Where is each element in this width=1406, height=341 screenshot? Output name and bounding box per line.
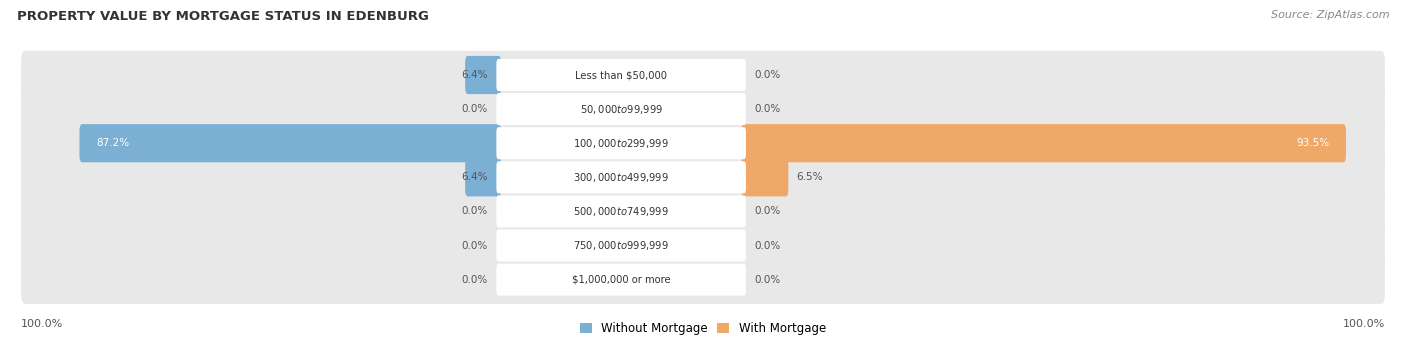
FancyBboxPatch shape [496, 93, 747, 125]
FancyBboxPatch shape [80, 124, 501, 162]
FancyBboxPatch shape [465, 56, 501, 94]
FancyBboxPatch shape [21, 187, 1385, 236]
Text: 6.4%: 6.4% [461, 172, 488, 182]
FancyBboxPatch shape [496, 59, 747, 91]
Text: 0.0%: 0.0% [461, 206, 488, 217]
Text: 93.5%: 93.5% [1296, 138, 1330, 148]
Text: 6.4%: 6.4% [461, 70, 488, 80]
FancyBboxPatch shape [496, 161, 747, 193]
Text: $50,000 to $99,999: $50,000 to $99,999 [579, 103, 662, 116]
Text: Less than $50,000: Less than $50,000 [575, 70, 668, 80]
Text: 100.0%: 100.0% [21, 319, 63, 329]
FancyBboxPatch shape [21, 221, 1385, 270]
Text: PROPERTY VALUE BY MORTGAGE STATUS IN EDENBURG: PROPERTY VALUE BY MORTGAGE STATUS IN EDE… [17, 10, 429, 23]
FancyBboxPatch shape [496, 264, 747, 296]
FancyBboxPatch shape [496, 195, 747, 227]
Legend: Without Mortgage, With Mortgage: Without Mortgage, With Mortgage [581, 322, 825, 335]
Text: 100.0%: 100.0% [1343, 319, 1385, 329]
Text: $300,000 to $499,999: $300,000 to $499,999 [574, 171, 669, 184]
Text: 0.0%: 0.0% [755, 104, 782, 114]
FancyBboxPatch shape [21, 255, 1385, 304]
Text: $750,000 to $999,999: $750,000 to $999,999 [574, 239, 669, 252]
Text: $100,000 to $299,999: $100,000 to $299,999 [574, 137, 669, 150]
Text: 0.0%: 0.0% [461, 240, 488, 251]
FancyBboxPatch shape [741, 158, 789, 196]
FancyBboxPatch shape [741, 124, 1346, 162]
Text: 87.2%: 87.2% [96, 138, 129, 148]
FancyBboxPatch shape [21, 85, 1385, 133]
Text: 0.0%: 0.0% [755, 206, 782, 217]
Text: 0.0%: 0.0% [461, 104, 488, 114]
Text: 0.0%: 0.0% [755, 70, 782, 80]
FancyBboxPatch shape [496, 127, 747, 159]
Text: Source: ZipAtlas.com: Source: ZipAtlas.com [1271, 10, 1389, 20]
FancyBboxPatch shape [21, 51, 1385, 99]
FancyBboxPatch shape [21, 119, 1385, 167]
FancyBboxPatch shape [496, 229, 747, 262]
Text: 0.0%: 0.0% [461, 275, 488, 285]
Text: 0.0%: 0.0% [755, 240, 782, 251]
Text: $500,000 to $749,999: $500,000 to $749,999 [574, 205, 669, 218]
FancyBboxPatch shape [21, 153, 1385, 202]
Text: 6.5%: 6.5% [796, 172, 823, 182]
FancyBboxPatch shape [465, 158, 501, 196]
Text: 0.0%: 0.0% [755, 275, 782, 285]
Text: $1,000,000 or more: $1,000,000 or more [572, 275, 671, 285]
